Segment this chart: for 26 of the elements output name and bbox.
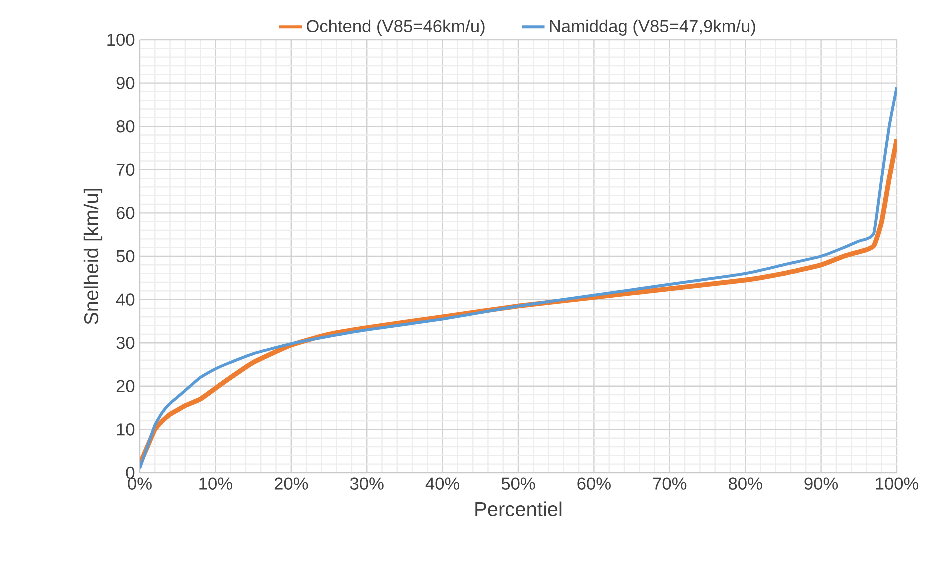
y-tick-label: 10: [117, 424, 135, 436]
x-tick-label: 70%: [653, 478, 687, 490]
y-tick-label: 50: [116, 250, 135, 263]
x-tick-label: 0%: [128, 478, 152, 490]
y-axis-title: Snelheid [km/u]: [84, 189, 103, 325]
y-tick-label: 80: [116, 120, 135, 133]
y-tick-label: 60: [116, 207, 135, 220]
y-tick-label: 70: [116, 164, 135, 176]
x-tick-label: 50%: [502, 478, 536, 490]
x-tick-label: 40%: [426, 478, 460, 490]
x-tick-label: 20%: [274, 478, 308, 490]
x-tick-label: 10%: [200, 478, 232, 490]
x-tick-label: 30%: [350, 478, 384, 490]
y-tick-label: 90: [116, 77, 135, 90]
x-tick-label: 60%: [578, 478, 611, 490]
x-tick-label: 90%: [804, 478, 838, 490]
x-axis-title: Percentiel: [476, 502, 562, 516]
y-tick-label: 0: [126, 466, 135, 480]
legend-label: Namiddag (V85=47,9km/u): [550, 20, 756, 36]
y-tick-label: 40: [116, 294, 135, 306]
x-tick-label: 80%: [729, 478, 762, 490]
y-tick-label: 100: [108, 34, 135, 46]
y-tick-label: 20: [116, 380, 135, 393]
y-tick-label: 30: [116, 336, 135, 350]
legend-label: Ochtend (V85=46km/u): [306, 20, 485, 36]
x-tick-label: 100%: [876, 478, 919, 490]
